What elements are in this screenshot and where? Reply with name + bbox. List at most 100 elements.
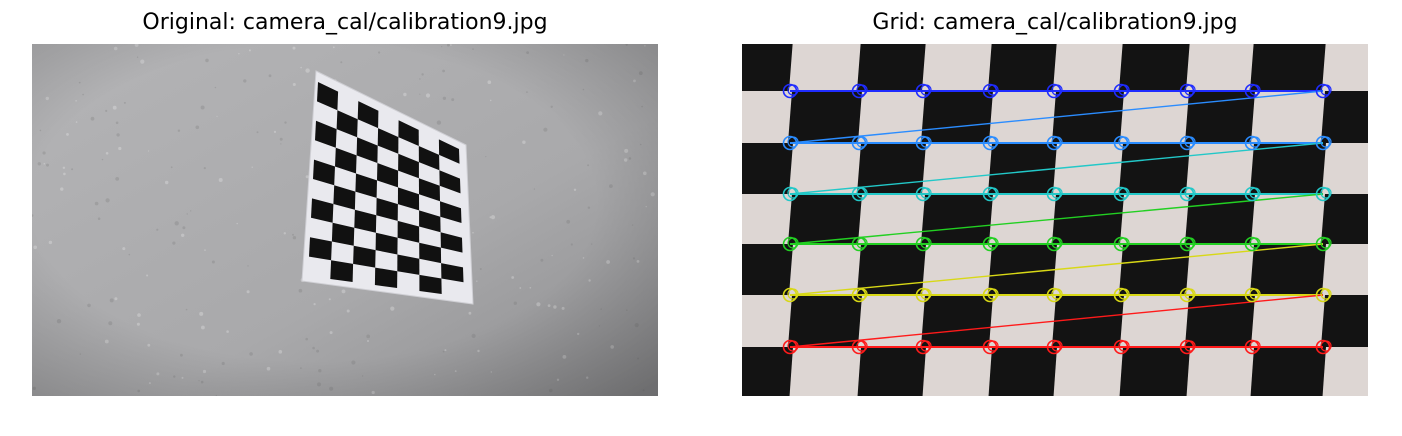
board-square [1119, 244, 1190, 295]
corner-marker [915, 339, 932, 355]
corner-connector-line [789, 193, 1324, 245]
corner-marker [851, 83, 868, 99]
board-square [1321, 194, 1368, 244]
left-image-title: Original: camera_cal/calibration9.jpg [142, 10, 548, 35]
corner-connector-line [789, 243, 1324, 296]
corner-marker [1179, 135, 1196, 151]
original-image-canvas [32, 44, 658, 396]
board-square [857, 347, 926, 396]
corner-connector-line [789, 90, 1324, 144]
corner-marker [982, 135, 999, 151]
corner-marker [851, 287, 868, 303]
corner-marker [1113, 339, 1130, 355]
corner-marker [915, 186, 932, 202]
corner-marker [1179, 339, 1196, 355]
corner-marker [1113, 135, 1130, 151]
corner-marker [851, 186, 868, 202]
board-squares [742, 44, 1368, 396]
corner-marker [982, 287, 999, 303]
corner-marker [1244, 339, 1261, 355]
corner-marker [1179, 287, 1196, 303]
corner-marker [1315, 287, 1332, 303]
corner-marker [1315, 83, 1332, 99]
corner-marker [982, 236, 999, 252]
board-square [1250, 347, 1326, 396]
corner-marker [851, 135, 868, 151]
board-square [1185, 91, 1255, 143]
board-square [921, 295, 993, 347]
board-square [857, 44, 926, 91]
board-square [1119, 44, 1190, 91]
corner-marker [1046, 135, 1063, 151]
corner-marker [915, 236, 932, 252]
corner-marker [782, 186, 799, 202]
board-square [988, 143, 1057, 194]
corner-connector-line [789, 294, 1324, 348]
corner-marker [1244, 186, 1261, 202]
board-square [1321, 91, 1368, 143]
corner-marker [1113, 186, 1130, 202]
corner-marker [782, 135, 799, 151]
corner-marker [851, 339, 868, 355]
corner-marker [1315, 186, 1332, 202]
corner-marker [1244, 287, 1261, 303]
corner-marker [1244, 135, 1261, 151]
vignette [32, 44, 658, 396]
corner-markers [782, 83, 1332, 355]
corner-marker [782, 236, 799, 252]
board-square [1052, 194, 1124, 244]
corner-marker [1113, 83, 1130, 99]
corner-marker [982, 83, 999, 99]
board-square [921, 91, 993, 143]
corner-marker [1046, 339, 1063, 355]
corner-marker [982, 339, 999, 355]
grid-image [742, 44, 1368, 396]
board-square [788, 194, 862, 244]
corner-marker [1046, 83, 1063, 99]
board-square [988, 44, 1057, 91]
board-square [788, 91, 862, 143]
corner-marker [1179, 186, 1196, 202]
board-square [857, 143, 926, 194]
grid-image-canvas [742, 44, 1368, 396]
board-square [988, 347, 1057, 396]
board-square [742, 244, 793, 295]
board-square [1321, 295, 1368, 347]
right-image-title: Grid: camera_cal/calibration9.jpg [872, 10, 1238, 35]
corner-marker [982, 186, 999, 202]
corner-marker [1113, 287, 1130, 303]
original-image [32, 44, 658, 396]
board-square [1250, 143, 1326, 194]
board-square [742, 44, 793, 91]
corner-marker [1179, 236, 1196, 252]
board-square [1250, 44, 1326, 91]
board-square [742, 347, 793, 396]
board-square [1185, 194, 1255, 244]
corner-marker [1244, 83, 1261, 99]
corner-marker [1244, 236, 1261, 252]
corner-marker [915, 135, 932, 151]
corner-marker [1046, 287, 1063, 303]
corner-marker [1046, 186, 1063, 202]
board-square [742, 143, 793, 194]
board-square [988, 244, 1057, 295]
corner-marker [1046, 236, 1063, 252]
corner-marker [1315, 236, 1332, 252]
board-square [1052, 295, 1124, 347]
board-square [1250, 244, 1326, 295]
board-square [1119, 347, 1190, 396]
board-square [921, 194, 993, 244]
corner-marker [915, 83, 932, 99]
board-square [1185, 295, 1255, 347]
corner-marker [1315, 339, 1332, 355]
corner-marker [915, 287, 932, 303]
corner-grid-lines [789, 90, 1324, 348]
board-square [857, 244, 926, 295]
corner-connector-line [789, 142, 1324, 195]
corner-marker [1315, 135, 1332, 151]
corner-marker [1179, 83, 1196, 99]
board-square [788, 295, 862, 347]
corner-marker [782, 83, 799, 99]
corner-marker [851, 236, 868, 252]
board-square [1119, 143, 1190, 194]
